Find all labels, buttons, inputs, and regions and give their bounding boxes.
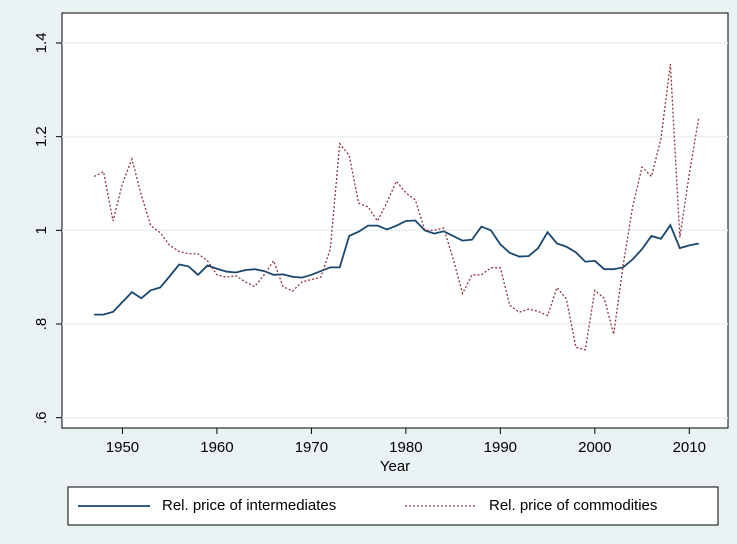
y-tick-label: 1.4: [33, 33, 50, 54]
y-tick-label: 1: [33, 226, 50, 234]
x-tick-label: 1970: [295, 439, 328, 456]
legend-label: Rel. price of commodities: [489, 497, 657, 514]
x-tick-label: 1980: [389, 439, 422, 456]
y-tick-label: 1.2: [33, 126, 50, 147]
plot-area: [61, 12, 729, 429]
x-axis-label: Year: [380, 458, 410, 475]
x-tick-label: 2010: [673, 439, 706, 456]
x-tick-label: 1960: [200, 439, 233, 456]
x-tick-label: 2000: [578, 439, 611, 456]
line-series: [94, 219, 699, 316]
legend: [67, 486, 719, 526]
line-series: [93, 63, 700, 351]
legend-label: Rel. price of intermediates: [162, 497, 336, 514]
x-tick-label: 1990: [484, 439, 517, 456]
y-tick-label: .8: [33, 318, 50, 331]
y-tick-label: .6: [33, 411, 50, 424]
x-tick-label: 1950: [106, 439, 139, 456]
